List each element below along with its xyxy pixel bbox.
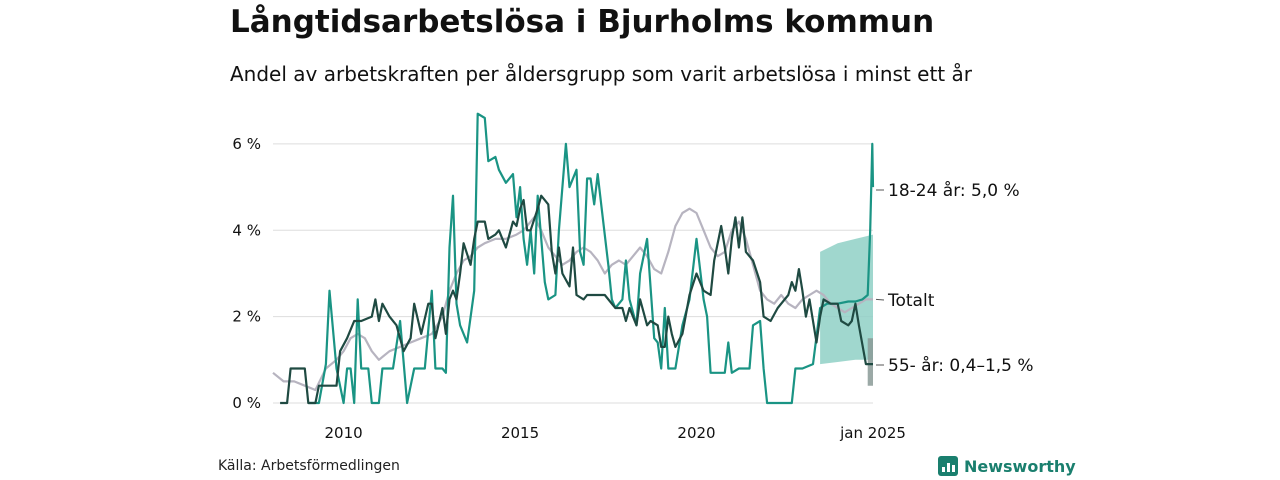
brand-logo[interactable]: Newsworthy xyxy=(938,456,1076,476)
series-end-label-age_55: 55- år: 0,4–1,5 % xyxy=(888,355,1034,376)
series-line-total xyxy=(272,207,873,392)
brand-name: Newsworthy xyxy=(964,456,1076,476)
y-tick-label: 6 % xyxy=(232,135,261,153)
series-end-label-age_18_24: 18-24 år: 5,0 % xyxy=(888,180,1020,201)
y-tick-label: 0 % xyxy=(232,394,261,412)
series-end-label-total: Totalt xyxy=(887,291,935,311)
line-chart: 0 % 2 % 4 % 6 % 2010 2015 2020 jan 2025 Totalt… xyxy=(232,112,1034,442)
chart-subtitle: Andel av arbetskraften per åldersgrupp s… xyxy=(230,62,972,86)
chart-title: Långtidsarbetslösa i Bjurholms kommun xyxy=(230,4,935,40)
x-tick-label: 2015 xyxy=(501,424,539,442)
x-tick-label: 2020 xyxy=(677,424,715,442)
source-note: Källa: Arbetsförmedlingen xyxy=(218,458,400,474)
newsworthy-icon xyxy=(938,456,958,476)
y-tick-label: 2 % xyxy=(232,308,261,326)
x-tick-label: 2010 xyxy=(324,424,362,442)
x-tick-label: jan 2025 xyxy=(839,424,906,442)
series-line-age_55 xyxy=(280,194,873,405)
series-line-age_18_24 xyxy=(308,112,875,405)
uncertainty-band-age_55 xyxy=(867,338,873,386)
end-label-leader xyxy=(875,298,885,301)
y-tick-label: 4 % xyxy=(232,221,261,239)
